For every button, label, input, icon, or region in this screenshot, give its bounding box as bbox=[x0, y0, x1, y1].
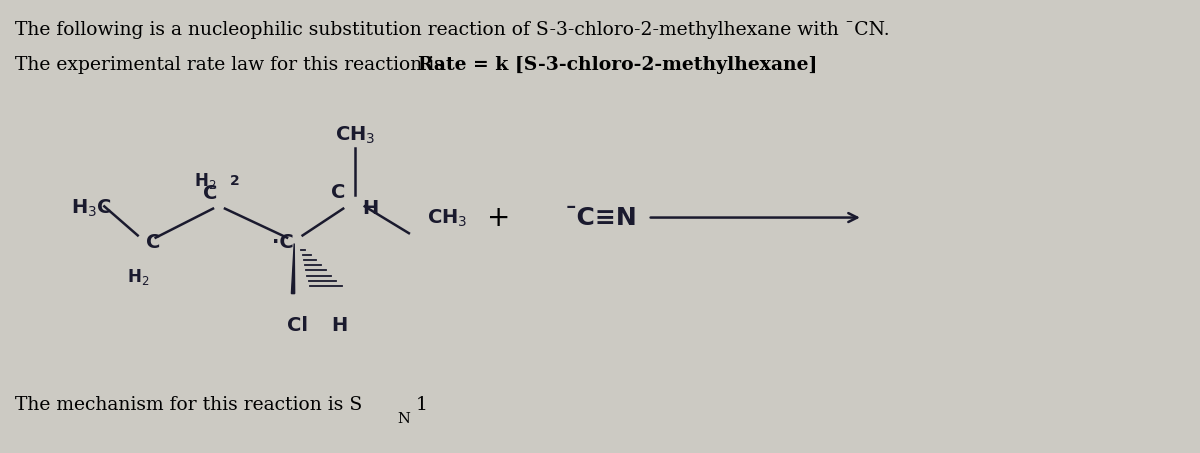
Text: ¯C≡N: ¯C≡N bbox=[564, 206, 637, 230]
Text: N: N bbox=[397, 412, 410, 426]
Polygon shape bbox=[292, 244, 295, 294]
Text: H$_2$: H$_2$ bbox=[194, 171, 216, 191]
Text: CH$_3$: CH$_3$ bbox=[335, 125, 376, 146]
Text: Rate = k [S-3-chloro-2-methylhexane]: Rate = k [S-3-chloro-2-methylhexane] bbox=[419, 57, 818, 74]
Text: H: H bbox=[331, 316, 348, 335]
Text: +: + bbox=[487, 203, 510, 231]
Text: Cl: Cl bbox=[287, 316, 308, 335]
Text: The mechanism for this reaction is S: The mechanism for this reaction is S bbox=[14, 396, 362, 414]
Text: H$_3$C: H$_3$C bbox=[71, 198, 112, 219]
Text: ·C: ·C bbox=[272, 233, 294, 252]
Text: C: C bbox=[146, 233, 161, 252]
Text: C: C bbox=[331, 183, 346, 202]
Text: The experimental rate law for this reaction is: The experimental rate law for this react… bbox=[14, 57, 450, 74]
Text: The following is a nucleophilic substitution reaction of S-3-chloro-2-methylhexa: The following is a nucleophilic substitu… bbox=[14, 21, 889, 39]
Text: 2: 2 bbox=[229, 173, 240, 188]
Text: H: H bbox=[362, 199, 378, 218]
Text: H$_2$: H$_2$ bbox=[126, 267, 149, 287]
Text: C: C bbox=[204, 184, 217, 203]
Text: CH$_3$: CH$_3$ bbox=[427, 207, 467, 229]
Text: 1: 1 bbox=[416, 396, 428, 414]
